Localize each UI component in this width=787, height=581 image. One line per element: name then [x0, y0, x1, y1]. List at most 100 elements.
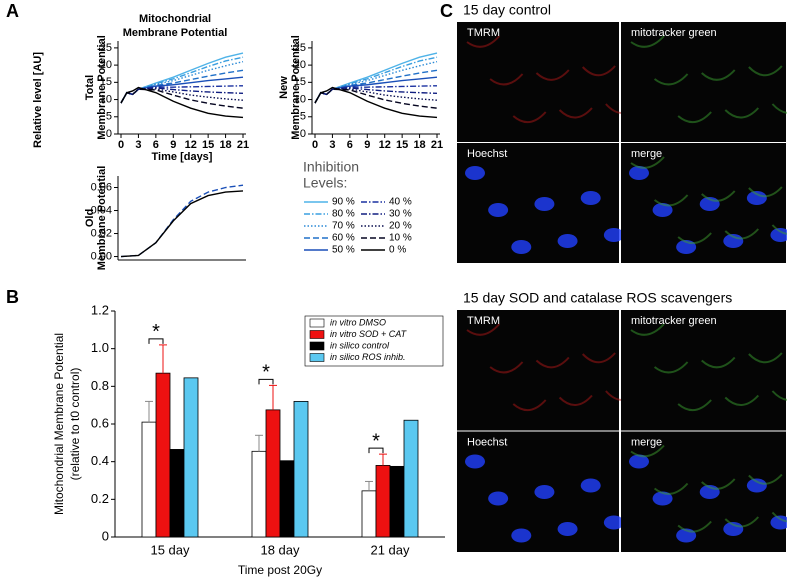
cell-texture — [653, 194, 689, 207]
x-tick-label: 12 — [185, 139, 197, 151]
cell-texture — [630, 444, 665, 458]
legend-label: in vitro DMSO — [330, 317, 386, 327]
y-tick-label: 0.2 — [91, 491, 109, 506]
nucleus — [557, 234, 578, 248]
error-bar — [255, 434, 263, 452]
x-tick-label: 6 — [153, 139, 159, 151]
legend-label: 50 % — [332, 245, 355, 256]
y-tick-label: 10 — [100, 93, 112, 105]
y-tick-label: 0 — [102, 528, 109, 543]
x-tick-label: 18 — [219, 139, 231, 151]
line-series — [314, 87, 438, 104]
nucleus — [465, 454, 485, 469]
nucleus — [465, 166, 485, 180]
nucleus — [534, 485, 555, 499]
y-axis-label: (relative to t0 control) — [68, 368, 82, 481]
cell-texture — [677, 399, 712, 411]
nucleus — [603, 228, 624, 242]
nucleus — [770, 515, 787, 530]
nucleus — [652, 491, 673, 506]
panel-label: A — [6, 1, 19, 21]
nucleus — [580, 478, 601, 493]
y-axis-label: New — [278, 76, 290, 99]
y-tick-label: 25 — [100, 42, 112, 54]
cell-texture — [581, 352, 616, 364]
nucleus — [511, 528, 532, 543]
cell-texture — [724, 107, 760, 119]
panel-label: C — [440, 1, 453, 21]
cell-texture — [653, 73, 689, 86]
cell-texture — [630, 323, 665, 336]
bar — [251, 450, 267, 538]
cell-texture — [677, 111, 712, 123]
cell-texture — [630, 156, 665, 169]
error-bar — [379, 453, 387, 466]
micrograph — [457, 22, 619, 142]
cell-texture — [489, 73, 524, 86]
line-series — [120, 190, 244, 258]
micrograph-title: 15 day SOD and catalase ROS scavengers — [463, 290, 732, 306]
line-series — [120, 88, 244, 104]
nucleus — [580, 191, 601, 205]
x-tick-label: 15 day — [150, 542, 190, 557]
cell-texture — [748, 473, 783, 485]
line-series — [314, 60, 438, 104]
nucleus — [746, 191, 767, 205]
legend-label: 70 % — [332, 221, 355, 232]
cell-texture — [724, 228, 760, 240]
line-series — [314, 86, 438, 119]
y-tick-label: 15 — [294, 76, 306, 88]
x-tick-label: 18 day — [260, 542, 300, 557]
cell-texture — [466, 35, 501, 48]
cell-texture — [512, 111, 547, 123]
legend-label: 20 % — [389, 221, 412, 232]
y-tick-label: 0.06 — [91, 181, 112, 193]
micrograph — [621, 310, 786, 431]
nucleus — [629, 454, 649, 469]
cell-texture — [466, 323, 501, 336]
channel-label: mitotracker green — [631, 315, 717, 327]
y-axis-label: Membrane Potential — [96, 166, 108, 271]
legend-label: 40 % — [389, 197, 412, 208]
x-tick-label: 0 — [118, 139, 124, 151]
bar — [265, 409, 281, 538]
line-series — [120, 87, 244, 104]
cell-texture — [771, 511, 787, 523]
line-series — [120, 86, 244, 119]
cell-texture — [771, 390, 787, 401]
bar — [155, 372, 171, 538]
cell-texture — [512, 399, 547, 411]
y-tick-label: 5 — [106, 111, 112, 123]
nucleus — [746, 478, 767, 493]
cell-texture — [630, 35, 665, 48]
y-axis-label: Membrane Potential — [290, 35, 302, 140]
bar — [169, 449, 185, 538]
y-axis-label: Membrane Potential — [96, 35, 108, 140]
error-bar — [159, 344, 167, 374]
cell-texture — [535, 69, 570, 81]
significance-bracket — [148, 338, 164, 344]
y-tick-label: 20 — [100, 59, 112, 71]
y-tick-label: 0 — [300, 128, 306, 140]
significance-star: * — [152, 321, 160, 343]
y-tick-label: 0 — [106, 128, 112, 140]
nucleus — [511, 240, 532, 254]
legend-label: 30 % — [389, 209, 412, 220]
y-tick-label: 0.8 — [91, 378, 109, 393]
significance-star: * — [262, 362, 270, 384]
legend-label: 10 % — [389, 233, 412, 244]
y-tick-label: 25 — [294, 42, 306, 54]
legend-title: Inhibition — [303, 159, 359, 175]
nucleus — [534, 197, 555, 211]
bar — [279, 460, 295, 538]
x-tick-label: 6 — [347, 139, 353, 151]
line-series — [120, 60, 244, 104]
legend-swatch — [309, 353, 325, 362]
y-axis-label: Mitochondrial Membrane Potential — [52, 333, 66, 515]
x-tick-label: 18 — [413, 139, 425, 151]
cell-texture — [771, 224, 787, 235]
significance-bracket — [258, 378, 274, 385]
y-tick-label: 0.6 — [91, 415, 109, 430]
x-tick-label: 12 — [379, 139, 391, 151]
y-tick-label: 10 — [294, 93, 306, 105]
